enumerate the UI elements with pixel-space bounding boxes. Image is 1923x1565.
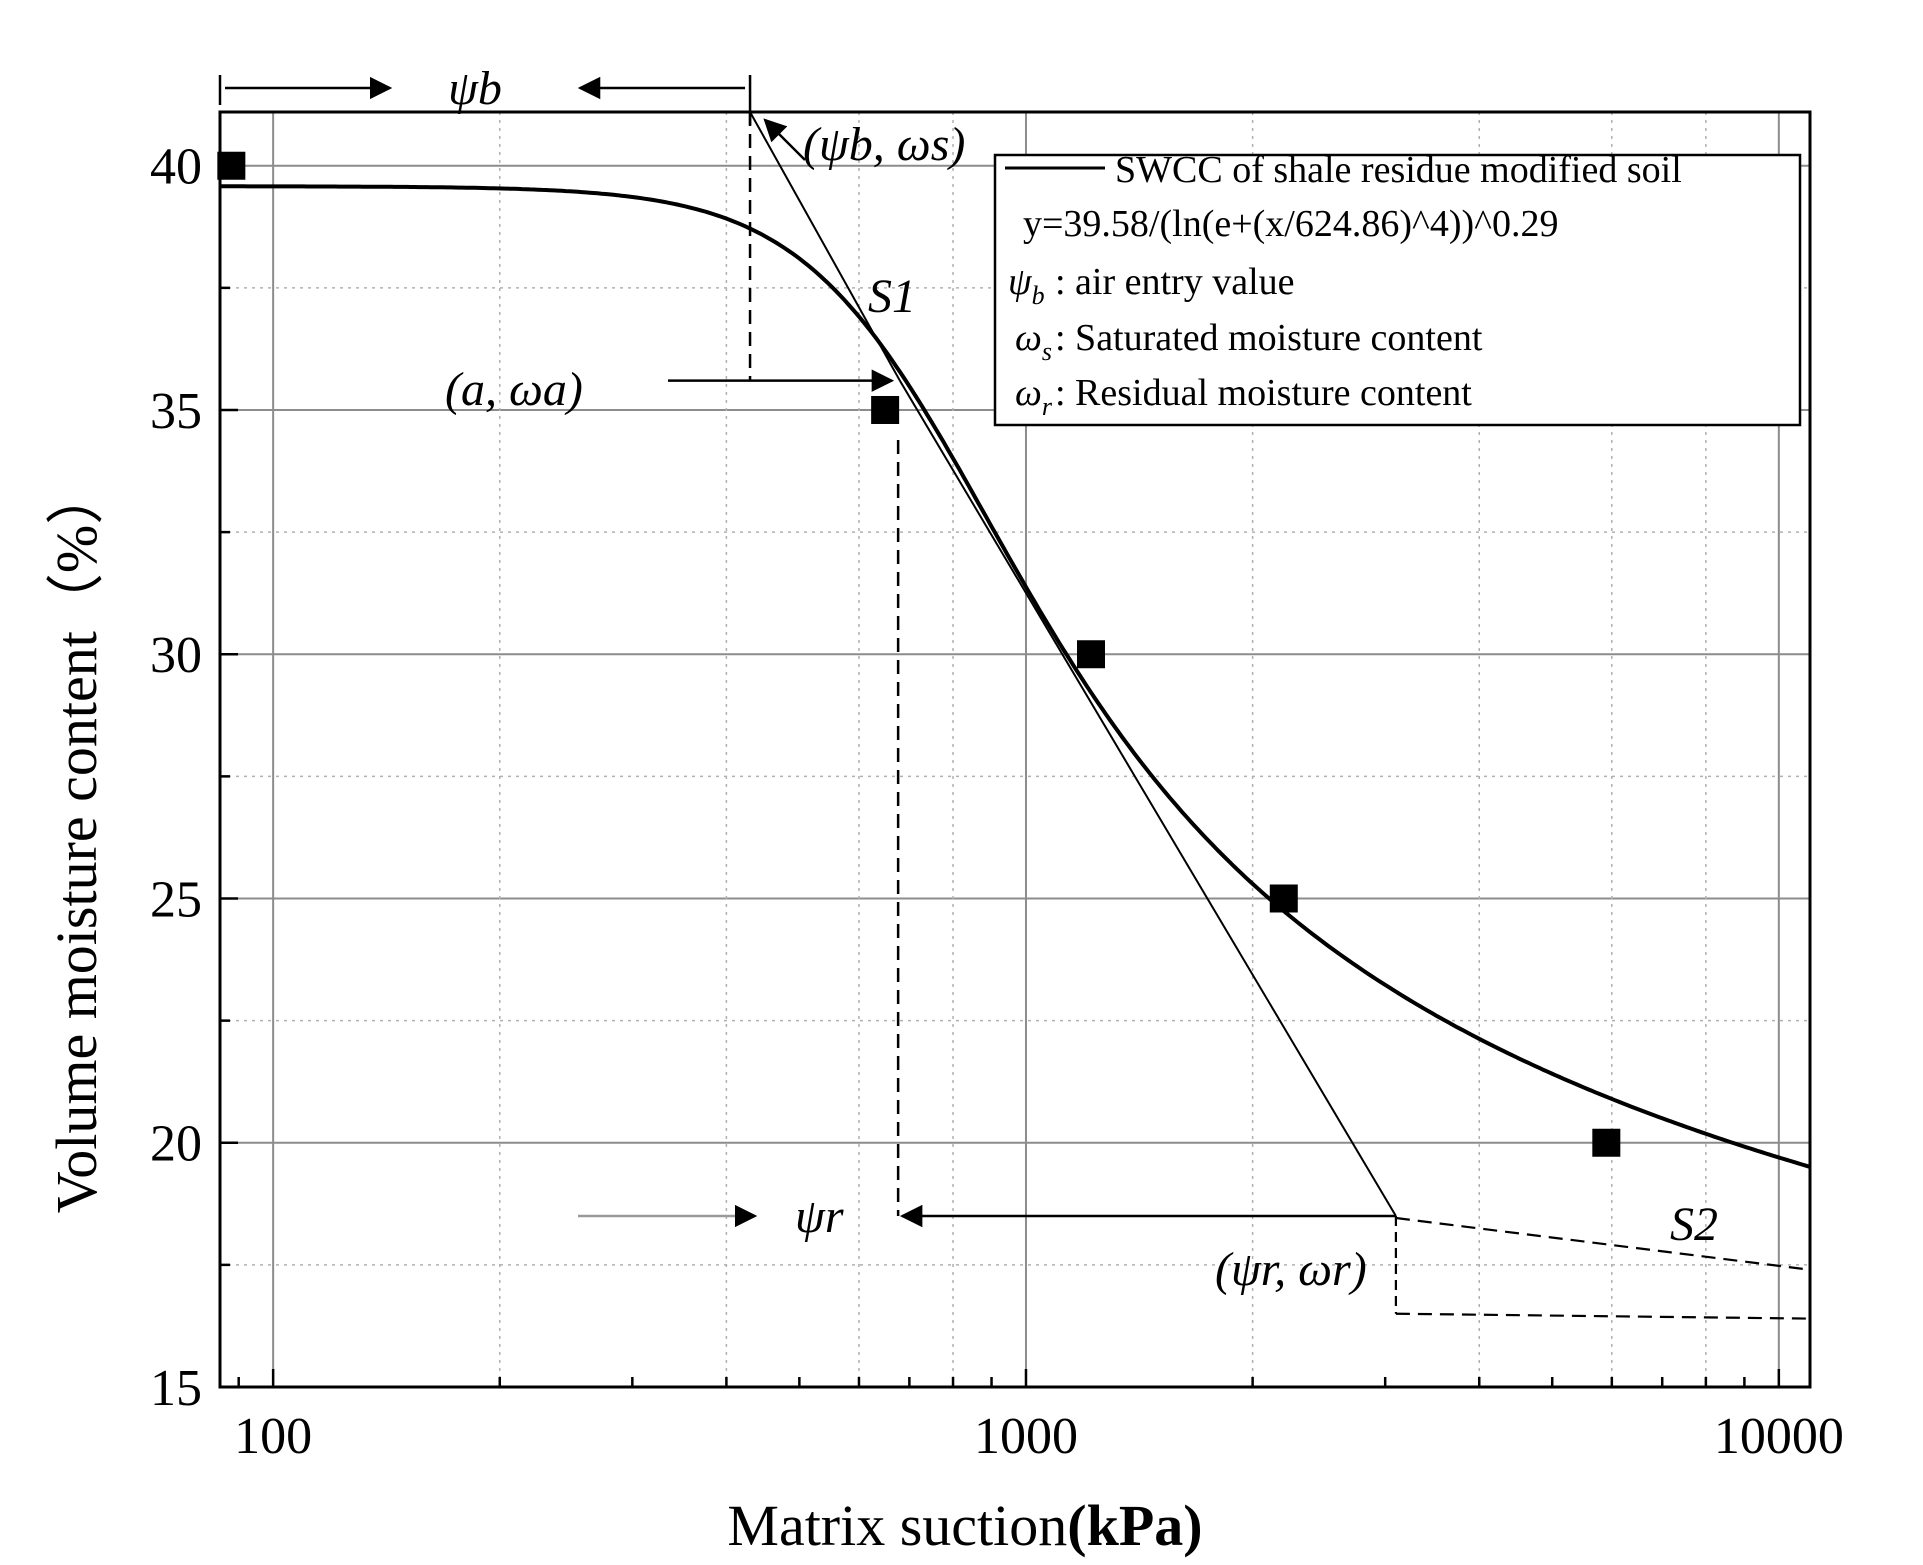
psi-b-label: ψb	[448, 62, 502, 115]
psi-b-omega-s-arrow	[763, 118, 806, 161]
legend-entry-omega-s: : Saturated moisture content	[1055, 317, 1483, 359]
s2-dashed-line	[1395, 1216, 1811, 1271]
s2-label: S2	[1670, 1198, 1718, 1251]
fit-curve	[220, 184, 1811, 1169]
y-tick-label: 15	[150, 1360, 202, 1417]
x-tick-label: 10000	[1714, 1408, 1844, 1465]
x-tick-label: 1000	[974, 1408, 1078, 1465]
data-points	[217, 151, 1621, 1157]
axis-ticks: 100 1000 10000 15 20 25 30 35 40	[150, 139, 1844, 1465]
tangent-extension-line	[899, 380, 1397, 1217]
s1-label: S1	[868, 270, 916, 323]
data-point	[1592, 1128, 1621, 1157]
s2-dashed-baseline	[1395, 1312, 1811, 1320]
y-tick-label: 25	[150, 871, 202, 928]
fit-curve-layer	[220, 184, 1811, 1169]
y-tick-label: 35	[150, 383, 202, 440]
s1-tangent-line	[749, 111, 901, 382]
y-tick-label: 20	[150, 1116, 202, 1173]
legend: SWCC of shale residue modified soil y=39…	[993, 149, 1802, 427]
y-tick-label: 30	[150, 627, 202, 684]
x-axis-title-unit: (kPa)	[1067, 1493, 1202, 1558]
annotation-layer: ψb (ψb, ωs) S1 (a, ωa) ψr S2 (ψr, ωr)	[218, 62, 1811, 1320]
data-point	[1077, 640, 1106, 669]
a-omega-a-label: (a, ωa)	[445, 363, 583, 416]
legend-entry-fit: SWCC of shale residue modified soil	[1115, 149, 1682, 191]
x-tick-label: 100	[234, 1408, 312, 1465]
y-tick-label: 40	[150, 139, 202, 196]
psi-b-omega-s-label: (ψb, ωs)	[803, 118, 965, 171]
legend-entry-equation: y=39.58/(ln(e+(x/624.86)^4))^0.29	[1023, 203, 1559, 245]
plot-frame	[218, 110, 1812, 1389]
legend-box	[993, 153, 1802, 427]
data-point	[217, 151, 246, 180]
x-axis-title-prefix: Matrix suction	[727, 1493, 1067, 1558]
psi-r-label: ψr	[795, 1190, 844, 1243]
x-axis-title: Matrix suction(kPa)	[727, 1493, 1202, 1558]
legend-entry-psi-b: : air entry value	[1055, 261, 1295, 303]
y-axis-title: Volume moisture content（%）	[44, 467, 109, 1213]
psi-r-omega-r-label: (ψr, ωr)	[1215, 1243, 1367, 1296]
legend-entry-omega-r: : Residual moisture content	[1055, 372, 1472, 414]
data-point	[871, 395, 900, 424]
data-point	[1269, 884, 1298, 913]
